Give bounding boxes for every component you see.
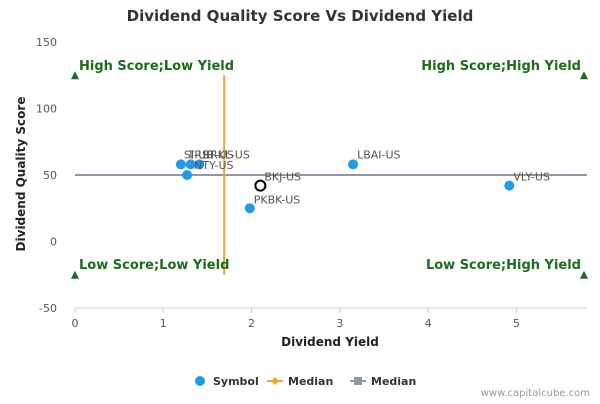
quadrant-label-top-left: High Score;Low Yield <box>79 59 234 74</box>
x-tick-label: 3 <box>336 317 343 330</box>
quadrant-marker-icon <box>71 71 79 80</box>
data-point[interactable] <box>194 159 205 170</box>
data-point[interactable] <box>244 203 255 214</box>
x-axis-label: Dividend Yield <box>281 335 379 349</box>
chart-title: Dividend Quality Score Vs Dividend Yield <box>127 7 474 25</box>
y-tick-label: 150 <box>36 36 57 49</box>
point-label: PKBK-US <box>254 193 300 206</box>
x-tick-label: 1 <box>160 317 167 330</box>
point-label: VLY-US <box>513 171 550 184</box>
y-tick-label: 0 <box>50 236 57 249</box>
legend-item-label[interactable]: Median <box>371 375 416 388</box>
legend-diamond-icon <box>271 377 279 385</box>
highlight-point[interactable] <box>254 179 267 192</box>
data-point[interactable] <box>348 159 359 170</box>
data-point[interactable] <box>185 159 196 170</box>
y-axis-label: Dividend Quality Score <box>14 97 28 252</box>
legend-symbol-icon[interactable] <box>195 376 205 386</box>
legend-square-icon <box>354 377 362 385</box>
quadrant-label-bottom-left: Low Score;Low Yield <box>79 258 229 273</box>
point-label: TRST-US <box>187 148 234 161</box>
y-tick-label: -50 <box>39 302 57 315</box>
highlight-label: BKJ-US <box>264 171 301 184</box>
x-tick-label: 5 <box>513 317 520 330</box>
point-label: SI-US <box>184 148 213 161</box>
credit-text[interactable]: www.capitalcube.com <box>481 388 590 399</box>
data-point[interactable] <box>175 159 186 170</box>
legend-item-label[interactable]: Median <box>288 375 333 388</box>
data-point[interactable] <box>504 180 515 191</box>
point-label: LBAI-US <box>357 148 400 161</box>
quadrant-marker-icon <box>580 270 588 279</box>
x-tick-label: 4 <box>425 317 432 330</box>
legend-item-label[interactable]: Symbol <box>213 375 259 388</box>
y-tick-label: 50 <box>43 169 57 182</box>
x-tick-label: 0 <box>72 317 79 330</box>
x-tick-label: 2 <box>248 317 255 330</box>
quadrant-label-top-right: High Score;High Yield <box>421 59 581 74</box>
quadrant-marker-icon <box>71 270 79 279</box>
y-tick-label: 100 <box>36 103 57 116</box>
point-label: BRKL-US <box>202 148 249 161</box>
data-point[interactable] <box>182 170 193 180</box>
quadrant-label-bottom-right: Low Score;High Yield <box>426 258 581 273</box>
quadrant-marker-icon <box>580 71 588 80</box>
point-label: NTY-US <box>194 159 233 172</box>
